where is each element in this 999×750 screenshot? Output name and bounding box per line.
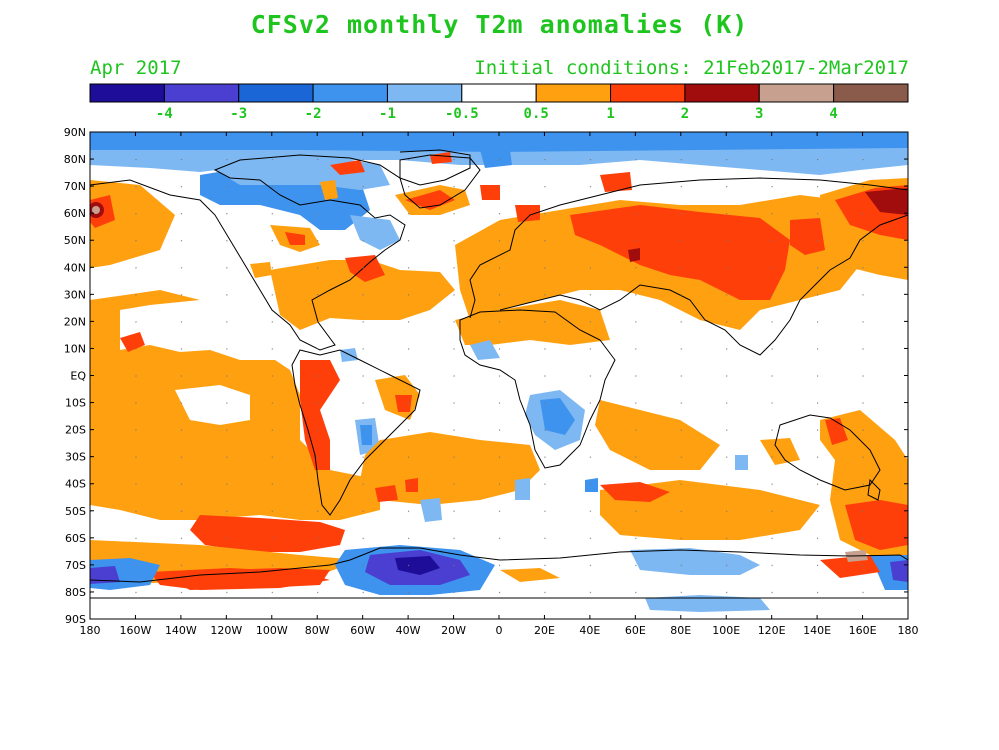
colorbar-swatch (610, 83, 686, 103)
lat-tick-label: 10N (64, 342, 86, 355)
lat-tick-label: 20N (64, 315, 86, 328)
colorbar-label: -3 (230, 106, 247, 122)
lat-tick-label: 90S (65, 613, 86, 626)
colorbar-label: 0.5 (524, 106, 549, 122)
lat-tick-label: 20S (65, 424, 86, 437)
lon-tick-label: 40W (396, 624, 421, 637)
lon-tick-label: 120E (758, 624, 786, 637)
lon-tick-label: 60E (625, 624, 646, 637)
latitude-axis: 90N 80N 70N 60N 50N 40N 30N 20N 10N EQ 10S 20S 30S 40… (64, 126, 908, 626)
lat-tick-label: 60N (64, 207, 86, 220)
colorbar-swatch (758, 83, 835, 103)
initial-conditions-label: Initial conditions: 21Feb2017-2Mar2017 (474, 57, 909, 79)
lon-tick-label: 60W (350, 624, 375, 637)
lon-tick-label: 140W (165, 624, 197, 637)
lat-tick-label: 40N (64, 261, 86, 274)
colorbar-swatch (461, 83, 537, 103)
lon-tick-label: 0 (496, 624, 503, 637)
lon-tick-label: 80E (670, 624, 691, 637)
colorbar-swatch (89, 83, 165, 103)
grid-dots (90, 132, 908, 619)
colorbar-swatch (163, 83, 240, 103)
valid-month-label: Apr 2017 (90, 57, 182, 79)
colorbar-label: 1 (606, 106, 614, 122)
lat-tick-label: 30S (65, 451, 86, 464)
longitude-axis: 180 160W 140W 120W 100W 80W 60W 40W 20W 0 20E 40E 60… (80, 132, 919, 637)
chart-title: CFSv2 monthly T2m anomalies (K) (250, 10, 749, 39)
lat-tick-label: 30N (64, 288, 86, 301)
lat-tick-label: 50N (64, 234, 86, 247)
lat-tick-label: 40S (65, 478, 86, 491)
colorbar-label: 4 (829, 106, 837, 122)
colorbar-swatch (312, 83, 388, 103)
colorbar: -4 -3 -2 -1 -0.5 0.5 1 2 3 4 (89, 83, 909, 122)
colorbar-swatch (535, 83, 612, 103)
lon-tick-label: 20W (441, 624, 466, 637)
lat-tick-label: 70N (64, 180, 86, 193)
lat-tick-label: 10S (65, 397, 86, 410)
lon-tick-label: 100W (256, 624, 288, 637)
lat-tick-label: 90N (64, 126, 86, 139)
lon-tick-label: 20E (534, 624, 555, 637)
lat-tick-label: 70S (65, 559, 86, 572)
lat-tick-label: 80S (65, 586, 86, 599)
lon-tick-label: 100E (712, 624, 740, 637)
lon-tick-label: 80W (305, 624, 330, 637)
lon-tick-label: 160E (849, 624, 877, 637)
lon-tick-label: 120W (210, 624, 242, 637)
colorbar-label: -0.5 (445, 106, 479, 122)
colorbar-swatch (684, 83, 760, 103)
colorbar-label: -2 (305, 106, 322, 122)
colorbar-label: 2 (681, 106, 689, 122)
colorbar-swatch (386, 83, 463, 103)
lat-tick-label: 80N (64, 153, 86, 166)
lat-tick-label: 50S (65, 505, 86, 518)
lat-tick-label: EQ (70, 370, 86, 383)
colorbar-swatch (238, 83, 314, 103)
lon-tick-label: 160W (120, 624, 152, 637)
colorbar-label: 3 (755, 106, 763, 122)
lon-tick-label: 40E (579, 624, 600, 637)
lat-tick-label: 60S (65, 532, 86, 545)
lon-tick-label: 180 (898, 624, 919, 637)
map-area (90, 132, 908, 619)
lon-tick-label: 140E (803, 624, 831, 637)
colorbar-label: -4 (156, 106, 173, 122)
colorbar-swatch (833, 83, 909, 103)
colorbar-label: -1 (379, 106, 396, 122)
lon-tick-label: 180 (80, 624, 101, 637)
